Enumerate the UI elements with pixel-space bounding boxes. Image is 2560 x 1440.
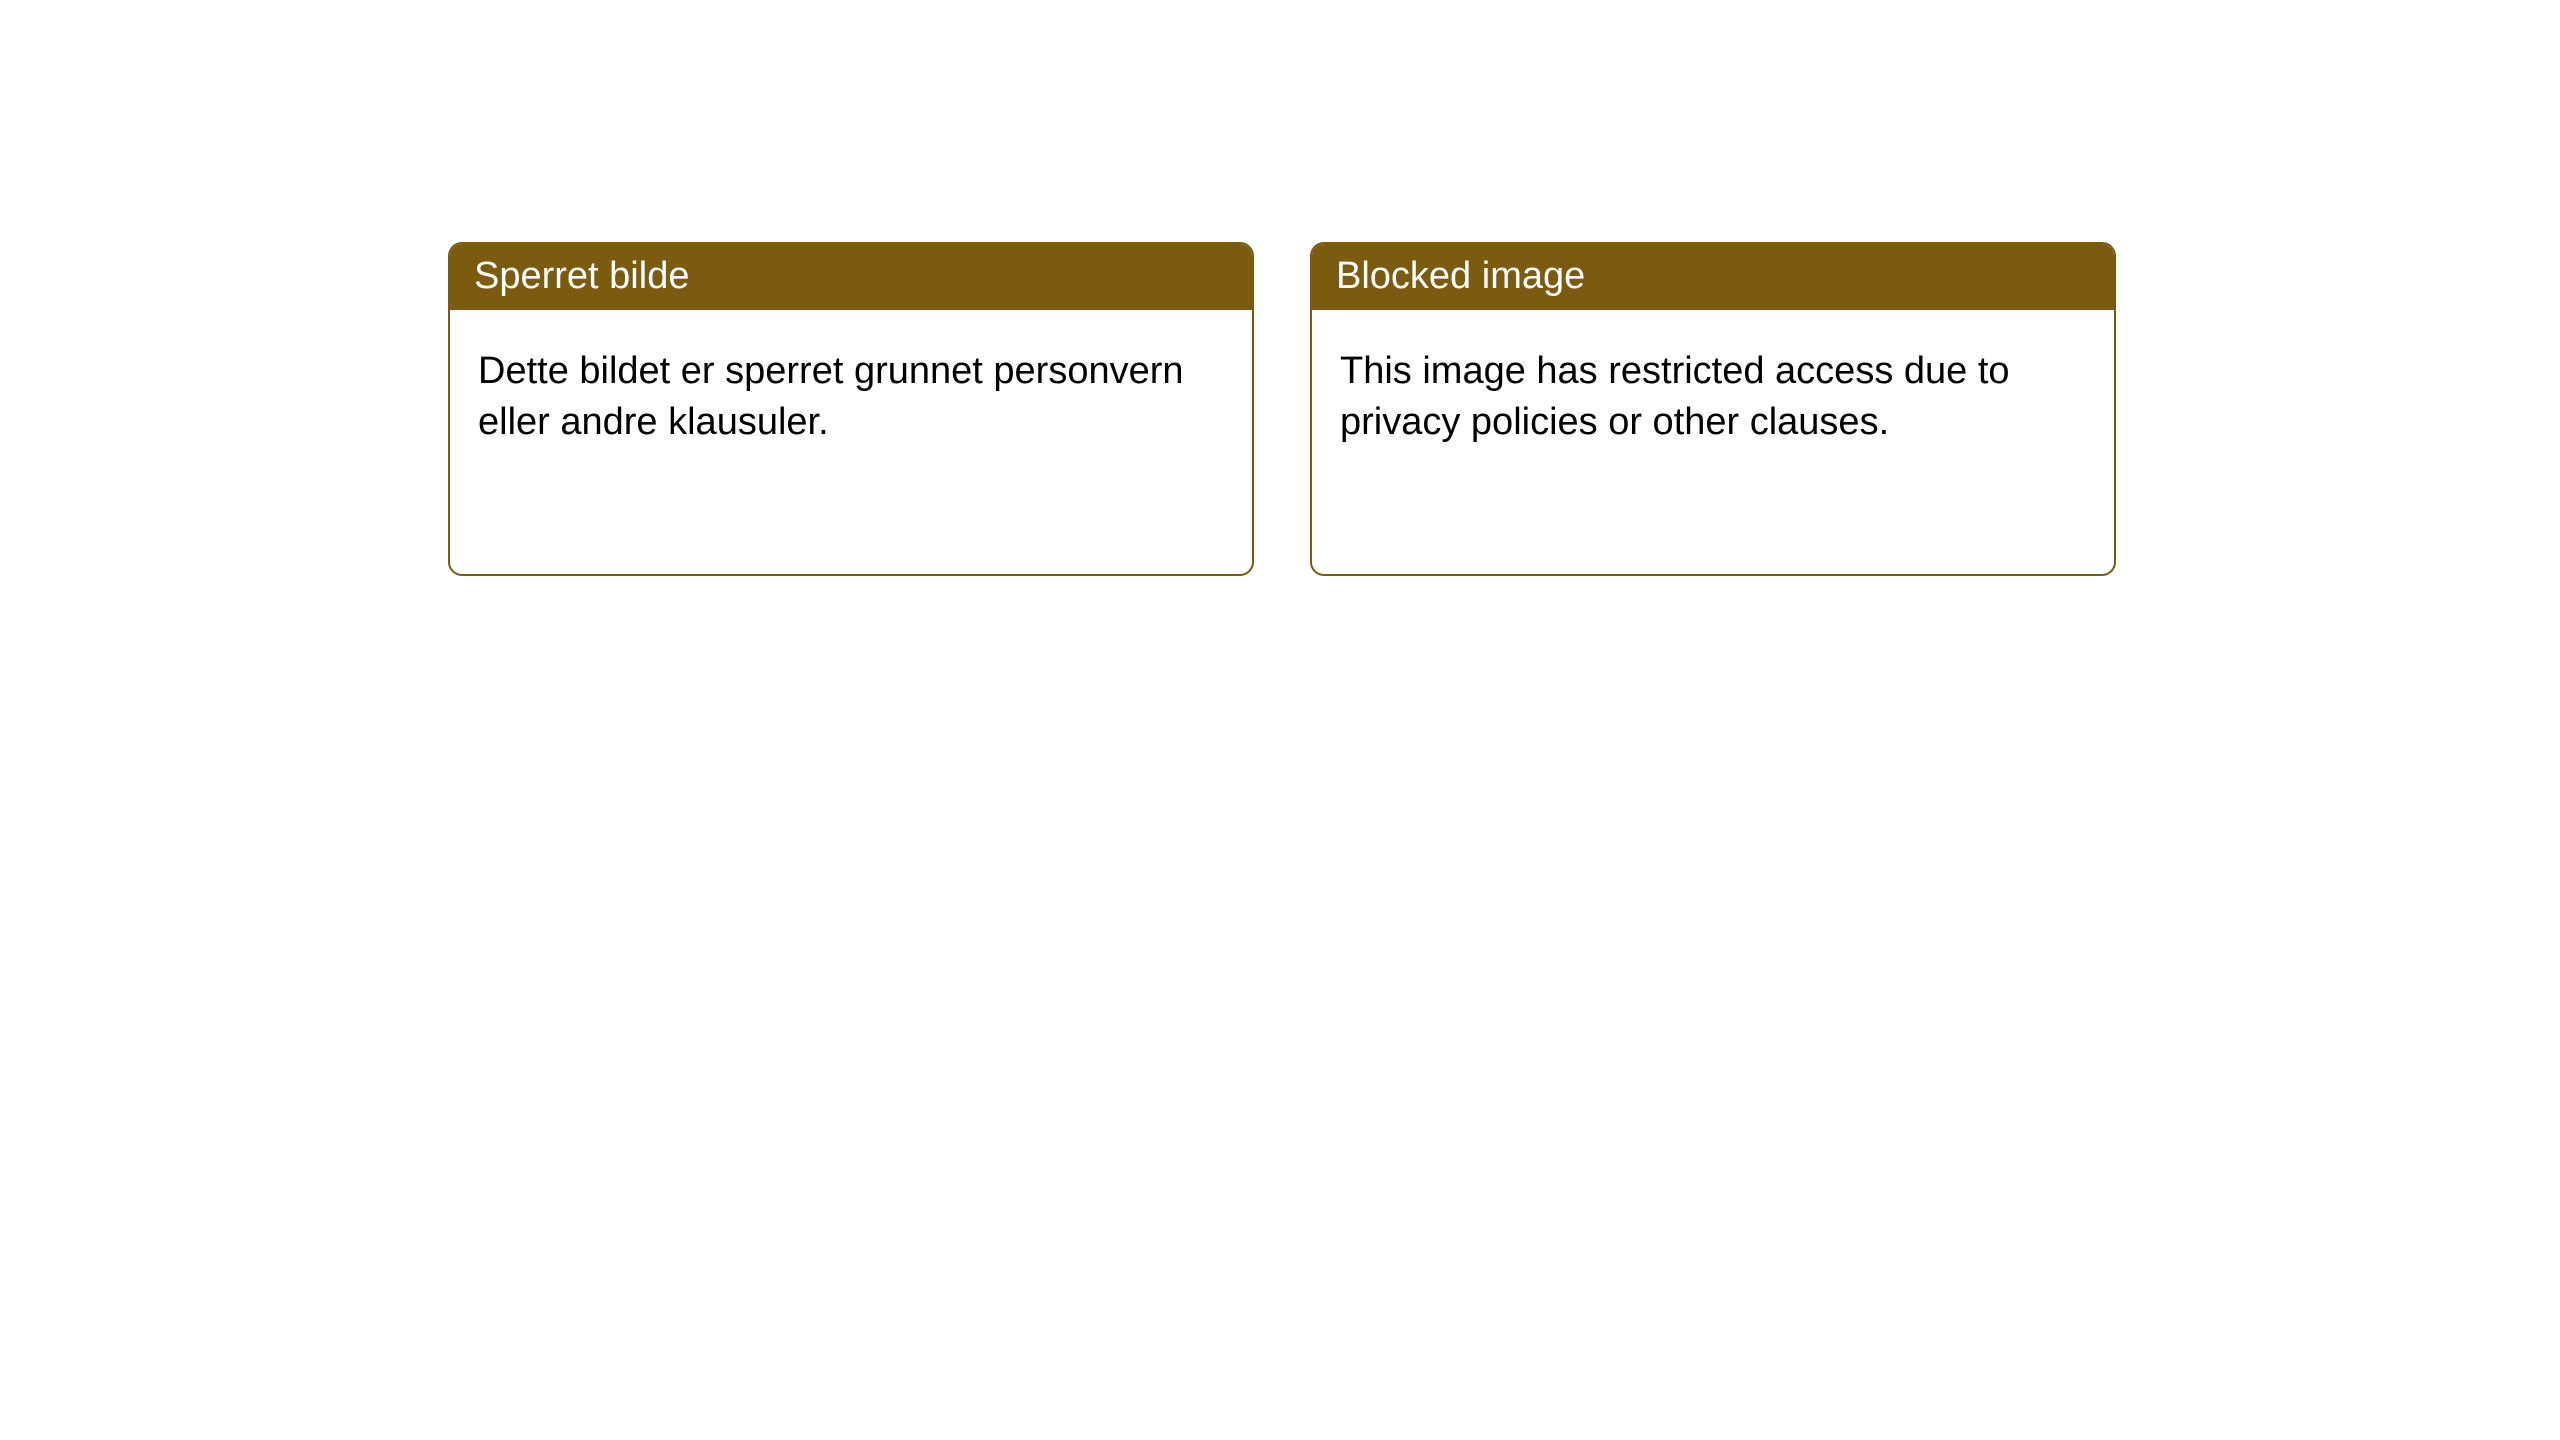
card-header-norwegian: Sperret bilde: [450, 244, 1252, 310]
card-header-english: Blocked image: [1312, 244, 2114, 310]
card-body-english: This image has restricted access due to …: [1312, 310, 2114, 485]
card-norwegian: Sperret bilde Dette bildet er sperret gr…: [448, 242, 1254, 576]
card-english: Blocked image This image has restricted …: [1310, 242, 2116, 576]
card-body-norwegian: Dette bildet er sperret grunnet personve…: [450, 310, 1252, 485]
cards-row: Sperret bilde Dette bildet er sperret gr…: [448, 242, 2560, 576]
